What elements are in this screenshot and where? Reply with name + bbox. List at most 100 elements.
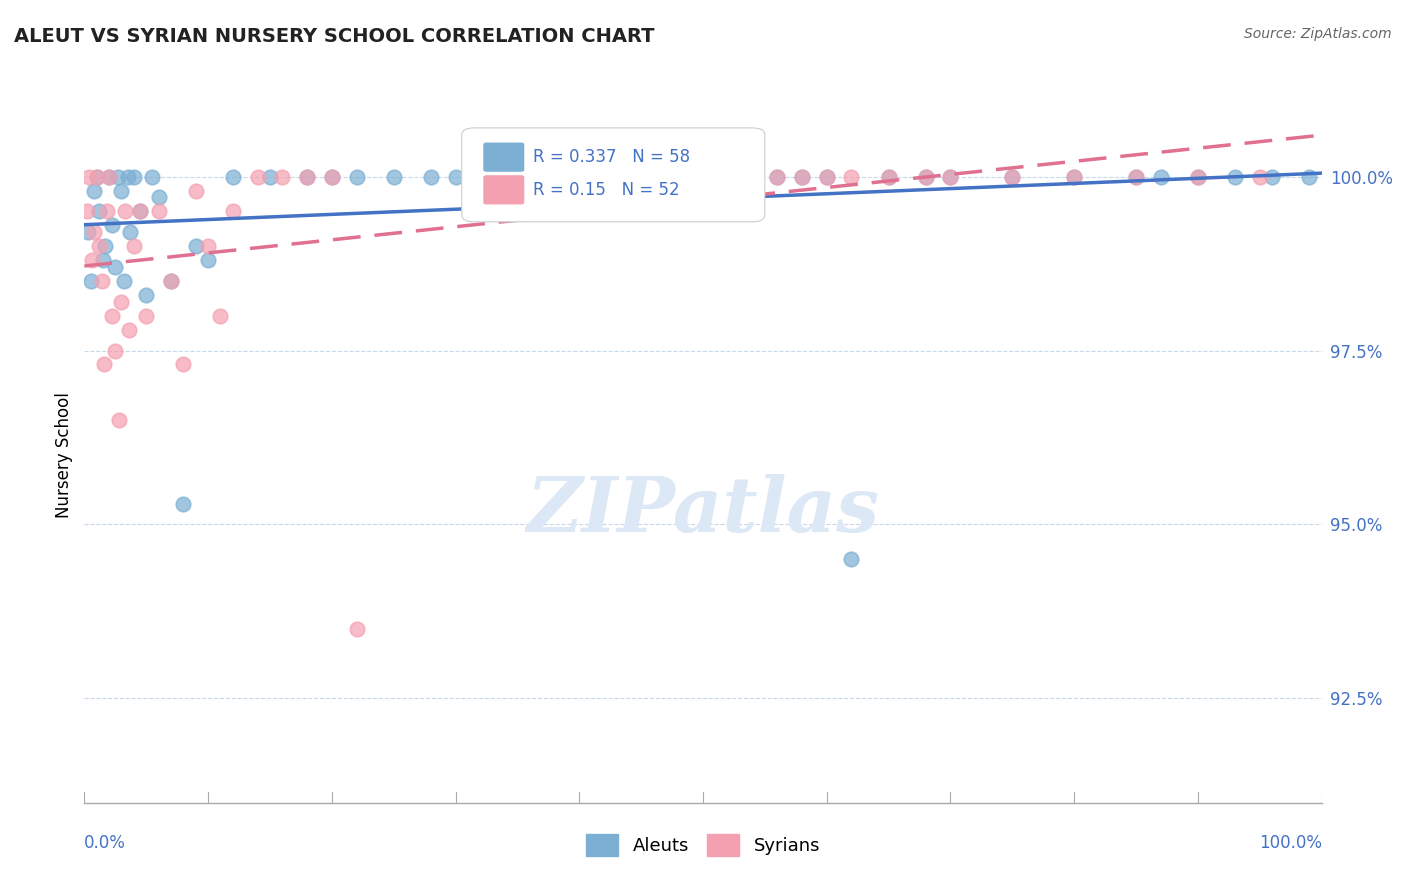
Point [877, 169, 900, 184]
Point [117, 169, 139, 184]
Point [419, 169, 441, 184]
Point [1150, 169, 1173, 184]
Point [129, 204, 152, 219]
Point [104, 260, 127, 274]
Point [444, 169, 467, 184]
Text: ALEUT VS SYRIAN NURSERY SCHOOL CORRELATION CHART: ALEUT VS SYRIAN NURSERY SCHOOL CORRELATI… [14, 27, 655, 45]
Point [1063, 169, 1085, 184]
Point [741, 169, 763, 184]
Point [1261, 169, 1284, 184]
Point [160, 274, 183, 288]
Point [1125, 169, 1147, 184]
Point [1001, 169, 1024, 184]
Point [135, 288, 157, 302]
Point [815, 169, 838, 184]
Point [94, 239, 117, 253]
Legend: Aleuts, Syrians: Aleuts, Syrians [578, 827, 828, 863]
Point [766, 169, 789, 184]
Point [741, 169, 763, 184]
Point [382, 169, 405, 184]
Point [666, 169, 689, 184]
Point [135, 309, 157, 323]
Point [120, 225, 142, 239]
Point [222, 204, 245, 219]
Point [271, 169, 294, 184]
Point [90, 274, 112, 288]
Point [790, 169, 813, 184]
Point [617, 169, 640, 184]
Point [83, 225, 105, 239]
Point [295, 169, 318, 184]
Point [259, 169, 281, 184]
Point [98, 169, 121, 184]
Point [914, 169, 936, 184]
Point [617, 169, 640, 184]
Point [877, 169, 900, 184]
Point [841, 169, 863, 184]
Point [519, 169, 541, 184]
Point [184, 184, 207, 198]
Point [568, 169, 591, 184]
Text: 100.0%: 100.0% [1258, 834, 1322, 852]
Point [79, 169, 101, 184]
Point [79, 274, 101, 288]
Point [766, 169, 789, 184]
Point [160, 274, 183, 288]
Point [197, 253, 219, 268]
Point [295, 169, 318, 184]
Point [593, 169, 616, 184]
Point [346, 622, 368, 636]
Point [100, 309, 122, 323]
Text: ZIPatlas: ZIPatlas [526, 474, 880, 548]
FancyBboxPatch shape [484, 144, 523, 171]
Point [939, 169, 962, 184]
Point [100, 219, 122, 233]
Point [76, 204, 98, 219]
Point [108, 413, 131, 427]
Point [543, 169, 565, 184]
Point [172, 497, 194, 511]
Point [643, 169, 665, 184]
Point [80, 253, 103, 268]
Point [141, 169, 163, 184]
Point [107, 169, 129, 184]
Point [543, 169, 565, 184]
Point [172, 358, 194, 372]
Point [114, 204, 136, 219]
Point [148, 190, 170, 204]
Point [643, 169, 665, 184]
Point [77, 225, 100, 239]
Text: Source: ZipAtlas.com: Source: ZipAtlas.com [1244, 27, 1392, 41]
Point [83, 184, 105, 198]
Point [246, 169, 269, 184]
Point [914, 169, 936, 184]
Point [110, 294, 132, 309]
Point [112, 274, 135, 288]
Point [122, 239, 145, 253]
Point [939, 169, 962, 184]
Point [666, 169, 689, 184]
Point [321, 169, 343, 184]
Point [1298, 169, 1320, 184]
Point [118, 323, 141, 337]
Point [93, 358, 115, 372]
Point [692, 169, 714, 184]
Text: R = 0.15   N = 52: R = 0.15 N = 52 [533, 181, 681, 199]
Point [717, 169, 740, 184]
Point [89, 204, 111, 219]
Point [1001, 169, 1024, 184]
Point [122, 169, 145, 184]
Point [91, 253, 114, 268]
Point [568, 169, 591, 184]
Point [1223, 169, 1246, 184]
Point [197, 239, 219, 253]
Point [184, 239, 207, 253]
Point [1249, 169, 1271, 184]
Point [89, 239, 111, 253]
Point [86, 169, 108, 184]
Point [104, 343, 127, 358]
Point [1187, 169, 1209, 184]
Y-axis label: Nursery School: Nursery School [55, 392, 73, 518]
FancyBboxPatch shape [484, 176, 523, 203]
FancyBboxPatch shape [461, 128, 765, 222]
